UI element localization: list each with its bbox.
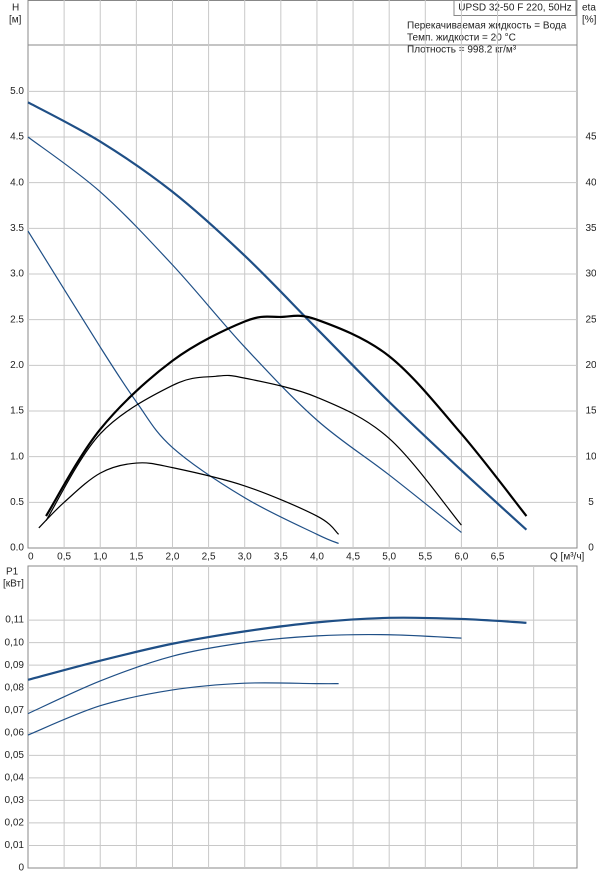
- x-tick-label: 6,5: [491, 552, 505, 563]
- x-tick-label: 1,0: [93, 552, 107, 563]
- y2-tick-label: 20: [585, 360, 596, 371]
- x-tick-label: 1,5: [129, 552, 143, 563]
- y-tick-label: 3.5: [10, 223, 24, 234]
- y-tick-label: 0,08: [5, 682, 25, 693]
- y-tick-label: 0.0: [10, 543, 24, 554]
- y2-tick-label: 15: [585, 406, 596, 417]
- y-tick-label: 2.0: [10, 360, 24, 371]
- y-tick-label: 1.5: [10, 406, 24, 417]
- x-tick-label: 5,0: [382, 552, 396, 563]
- y-tick-label: 5.0: [10, 86, 24, 97]
- y-tick-label: 4.5: [10, 132, 24, 143]
- y2-tick-label: 40: [585, 177, 596, 188]
- x-tick-label: 6,0: [454, 552, 468, 563]
- y-tick-label: 4.0: [10, 177, 24, 188]
- y-tick-label: 0,05: [5, 750, 25, 761]
- y2-tick-label: 5: [588, 497, 594, 508]
- y2-tick-label: 0: [588, 543, 594, 554]
- curve: [28, 618, 526, 680]
- x-tick-label: 5,5: [418, 552, 432, 563]
- y2-tick-label: 35: [585, 223, 596, 234]
- y-tick-label: 0,11: [5, 615, 24, 626]
- y-axis-label: H: [12, 3, 19, 14]
- annotation: Перекачиваемая жидкость = Вода: [407, 21, 567, 32]
- y2-tick-label: 10: [585, 451, 596, 462]
- x-tick-label: 4,5: [346, 552, 360, 563]
- curve: [28, 231, 339, 543]
- x-tick-label: 3,0: [238, 552, 252, 563]
- y2-tick-label: 45: [585, 132, 596, 143]
- y-tick-label: 0,02: [5, 818, 25, 829]
- y-tick-label: 0: [18, 863, 24, 871]
- y-tick-label: 3.0: [10, 269, 24, 280]
- y-tick-label: 1.0: [10, 451, 24, 462]
- y2-axis-label: eta: [582, 3, 596, 14]
- x-tick-label: 0,5: [57, 552, 71, 563]
- y2-axis-unit: [%]: [582, 15, 596, 26]
- y-axis-unit: [кВт]: [3, 579, 24, 590]
- curve: [28, 683, 339, 735]
- x-axis-label: Q [м³/ч]: [550, 552, 585, 563]
- x-tick-label: 4,0: [310, 552, 324, 563]
- y-tick-label: 0,07: [5, 705, 25, 716]
- y-tick-label: 0,04: [5, 772, 25, 783]
- y-tick-label: 0,01: [5, 840, 25, 851]
- y-tick-label: 0.5: [10, 497, 24, 508]
- y-tick-label: 0,09: [5, 660, 25, 671]
- y-axis-label: P1: [6, 567, 19, 578]
- x-tick-label: 0: [28, 552, 34, 563]
- y-tick-label: 0,10: [5, 637, 25, 648]
- y2-tick-label: 25: [585, 314, 596, 325]
- x-tick-label: 2,5: [202, 552, 216, 563]
- y-tick-label: 2.5: [10, 314, 24, 325]
- curve: [46, 316, 526, 516]
- chart: UPSD 32-50 F 220, 50Hz Перекачиваемая жи…: [0, 0, 596, 871]
- chart-title: UPSD 32-50 F 220, 50Hz: [458, 3, 571, 14]
- y-axis-unit: [м]: [9, 15, 22, 26]
- y-tick-label: 0,06: [5, 727, 25, 738]
- x-tick-label: 2,0: [166, 552, 180, 563]
- y-tick-label: 0,03: [5, 795, 25, 806]
- x-tick-label: 3,5: [274, 552, 288, 563]
- y2-tick-label: 30: [585, 269, 596, 280]
